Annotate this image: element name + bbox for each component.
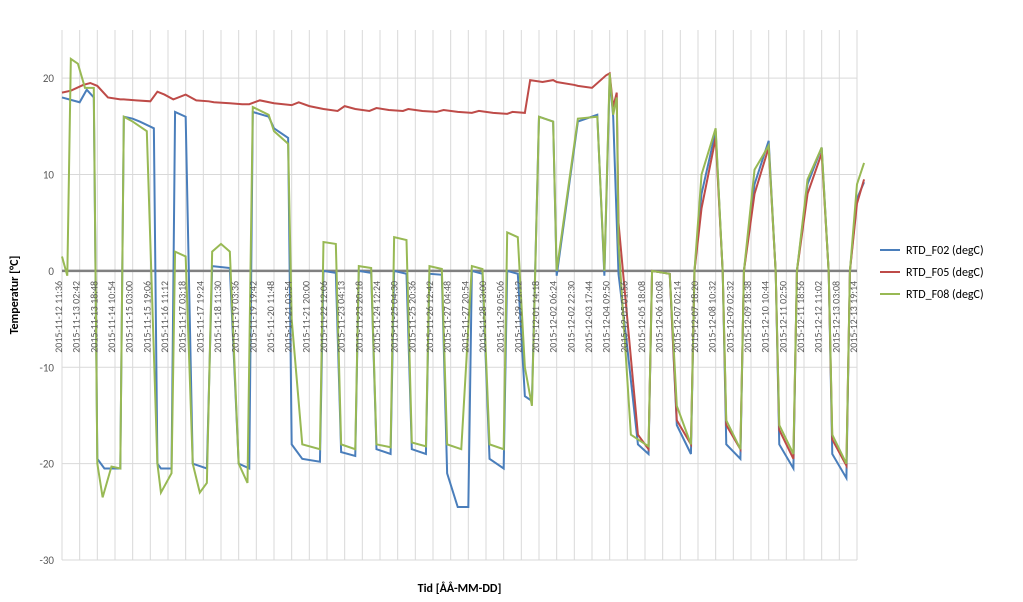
x-tick-label: 2015-11-18 11:30: [211, 281, 224, 353]
x-tick-label: 2015-11-16 11:12: [158, 281, 171, 353]
x-tick-label: 2015-11-12 11:36: [52, 281, 65, 353]
svg-text:-30: -30: [39, 554, 54, 567]
x-tick-label: 2015-11-21 03:54: [282, 281, 295, 353]
x-tick-label: 2015-12-01 14:18: [529, 281, 542, 353]
svg-text:10: 10: [43, 169, 55, 182]
x-tick-label: 2015-11-17 19:24: [193, 281, 206, 353]
y-axis-label: Temperatur [°C]: [8, 255, 22, 334]
x-tick-label: 2015-12-12 11:02: [812, 281, 825, 353]
temperature-line-chart: -30 -20 -10 0 10 20 2015-11-12 11:36 2015-11-13…: [0, 0, 1023, 602]
x-axis-label: Tid [ÅÅ-MM-DD]: [418, 581, 502, 596]
x-tick-label: 2015-11-14 10:54: [105, 281, 118, 353]
x-tick-label: 2015-12-10 10:44: [759, 281, 772, 353]
x-tick-label: 2015-11-13 18:48: [87, 281, 100, 353]
x-tick-label: 2015-11-24 12:24: [370, 281, 383, 353]
x-tick-label: 2015-11-29 21:12: [511, 281, 524, 353]
legend: RTD_F02 (degC) RTD_F05 (degC) RTD_F08 (deg…: [880, 244, 984, 302]
x-tick-label: 2015-11-15 03:00: [123, 281, 136, 353]
x-tick-label: 2015-12-07 18:20: [688, 281, 701, 353]
x-tick-label: 2015-11-15 19:06: [140, 281, 153, 353]
x-tick-label: 2015-12-09 18:38: [741, 281, 754, 353]
x-tick-label: 2015-11-26 12:42: [423, 281, 436, 353]
x-tick-label: 2015-11-25 20:36: [405, 281, 418, 353]
svg-text:-10: -10: [39, 361, 54, 374]
x-tick-label: 2015-11-28 13:00: [476, 281, 489, 353]
x-tick-label: 2015-12-11 18:56: [794, 281, 807, 353]
x-tick-label: 2015-11-27 20:54: [458, 281, 471, 353]
x-tick-label: 2015-11-19 03:36: [229, 281, 242, 353]
x-tick-label: 2015-12-05 18:08: [635, 281, 648, 353]
x-tick-label: 2015-11-22 12:06: [317, 281, 330, 353]
x-tick-label: 2015-12-03 17:44: [582, 281, 595, 353]
x-tick-label: 2015-11-27 04:48: [441, 281, 454, 353]
svg-text:20: 20: [43, 72, 55, 85]
svg-text:0: 0: [48, 265, 54, 278]
legend-label: RTD_F02 (degC): [906, 244, 984, 258]
x-tick-label: 2015-12-06 10:08: [653, 281, 666, 353]
x-tick-label: 2015-12-04 09:50: [600, 281, 613, 353]
x-tick-label: 2015-11-17 03:18: [176, 281, 189, 353]
x-tick-label: 2015-11-20 11:48: [264, 281, 277, 353]
x-tick-label: 2015-11-21 20:00: [299, 281, 312, 353]
x-tick-label: 2015-12-09 02:32: [723, 281, 736, 353]
x-tick-label: 2015-11-23 20:18: [352, 281, 365, 353]
x-tick-label: 2015-12-13 03:08: [829, 281, 842, 353]
x-tick-label: 2015-12-02 06:24: [547, 281, 560, 353]
x-tick-label: 2015-11-23 04:13: [335, 281, 348, 353]
x-tick-label: 2015-12-11 02:50: [776, 281, 789, 353]
x-tick-label: 2015-12-05 01:56: [617, 281, 630, 353]
svg-text:-20: -20: [39, 458, 54, 471]
legend-label: RTD_F08 (degC): [906, 288, 984, 302]
x-tick-label: 2015-11-29 05:06: [494, 281, 507, 353]
x-tick-label: 2015-11-19 19:42: [246, 281, 259, 353]
legend-label: RTD_F05 (degC): [906, 266, 984, 280]
x-tick-label: 2015-11-25 04:30: [388, 281, 401, 353]
x-tick-label: 2015-12-02 22:30: [564, 281, 577, 353]
x-tick-label: 2015-12-07 02:14: [670, 281, 683, 353]
x-tick-label: 2015-12-08 10:32: [706, 281, 719, 353]
x-tick-label: 2015-12-13 19:14: [847, 281, 860, 353]
x-tick-label: 2015-11-13 02:42: [70, 281, 83, 353]
